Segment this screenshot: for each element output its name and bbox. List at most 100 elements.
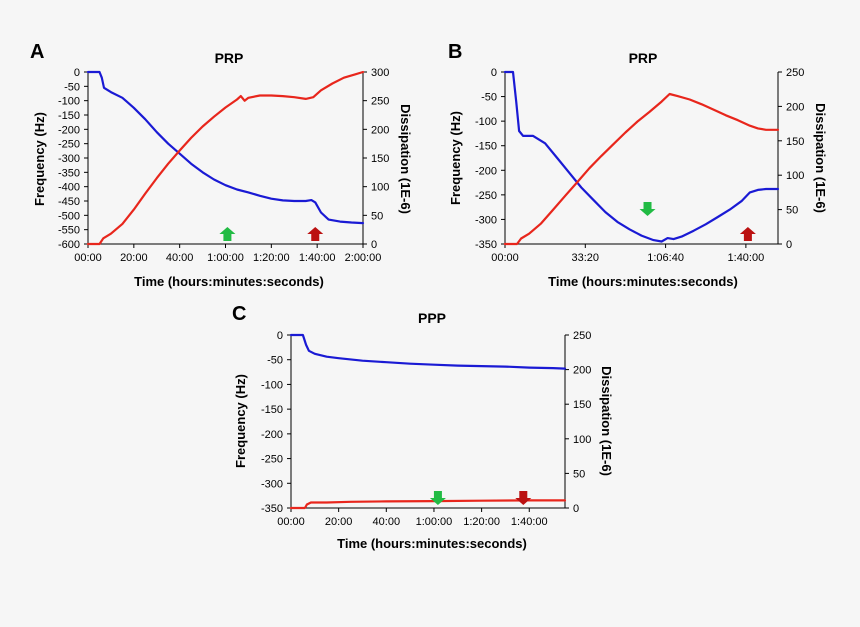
arrow-shape [739, 227, 756, 241]
y2-tick-label: 0 [786, 239, 792, 251]
plot-area: 0 -50 -100 -150 -200 -250 -300 -350 0 50 100 150 200… [261, 330, 591, 528]
x-tick-label: 1:20:00 [463, 516, 500, 528]
y-tick-label: -150 [261, 404, 283, 416]
y-tick-label: -450 [58, 196, 80, 208]
x-tick-label: 40:00 [373, 516, 401, 528]
y-tick-label: -200 [475, 165, 497, 177]
chart-title: PRP [215, 50, 244, 66]
series-line-dissipation [503, 92, 780, 246]
y2-axis-title: Dissipation (1E-6) [398, 104, 413, 214]
chart-panel-b: B PRP Time (hours:minutes:seconds) Frequ… [448, 41, 828, 289]
x-tick-label: 1:40:00 [511, 516, 548, 528]
y2-tick-label: 150 [573, 399, 591, 411]
y2-tick-label: 300 [371, 67, 389, 79]
series-line-frequency [289, 333, 567, 370]
chart-title: PPP [418, 310, 446, 326]
y-tick-label: -350 [475, 239, 497, 251]
arrow-down-icon [515, 491, 532, 505]
y2-tick-label: 150 [371, 153, 389, 165]
y2-tick-label: 150 [786, 136, 804, 148]
x-tick-label: 1:06:40 [647, 252, 684, 264]
y-tick-label: -200 [261, 429, 283, 441]
x-tick-label: 1:00:00 [207, 252, 244, 264]
y2-tick-label: 200 [573, 365, 591, 377]
x-tick-label: 2:00:00 [345, 252, 382, 264]
chart-panel-c: C PPP Time (hours:minutes:seconds) Frequ… [232, 303, 614, 551]
y-tick-label: -100 [475, 116, 497, 128]
series-line-frequency [503, 70, 780, 243]
y-tick-label: -350 [261, 503, 283, 515]
y2-tick-label: 0 [573, 503, 579, 515]
y-tick-label: 0 [74, 67, 80, 79]
x-tick-label: 00:00 [74, 252, 102, 264]
arrow-shape [307, 227, 324, 241]
y2-tick-label: 100 [786, 170, 804, 182]
x-tick-label: 00:00 [277, 516, 305, 528]
y-tick-label: -50 [481, 92, 497, 104]
y-tick-label: -550 [58, 225, 80, 237]
x-axis-title: Time (hours:minutes:seconds) [134, 274, 324, 289]
chart-panel-a: A PRP Time (hours:minutes:seconds) Frequ… [30, 41, 413, 289]
plot-area: 0 -50 -100 -150 -200 -250 -300 -350 -400 -450 -500… [58, 67, 389, 264]
arrow-shape [515, 491, 532, 505]
y-tick-label: 0 [277, 330, 283, 342]
y2-tick-label: 250 [371, 96, 389, 108]
x-tick-label: 20:00 [325, 516, 353, 528]
y-axis-title: Frequency (Hz) [233, 374, 248, 468]
panel-letter: B [448, 41, 462, 63]
y-tick-label: -300 [261, 478, 283, 490]
y-tick-label: -350 [58, 167, 80, 179]
arrow-up-icon [739, 227, 756, 241]
x-tick-label: 20:00 [120, 252, 148, 264]
x-tick-label: 1:00:00 [416, 516, 453, 528]
arrow-shape [639, 202, 656, 216]
x-tick-label: 1:20:00 [253, 252, 290, 264]
arrow-shape [429, 491, 446, 505]
y-tick-label: -300 [58, 153, 80, 165]
y-tick-label: -50 [267, 355, 283, 367]
chart-title: PRP [629, 50, 658, 66]
y2-tick-label: 100 [371, 182, 389, 194]
x-tick-label: 33:20 [572, 252, 600, 264]
arrow-up-icon [219, 227, 236, 241]
y2-axis-title: Dissipation (1E-6) [599, 366, 614, 476]
arrow-down-icon [429, 491, 446, 505]
y-axis-title: Frequency (Hz) [32, 112, 47, 206]
series-line-frequency [86, 70, 365, 225]
y2-tick-label: 250 [573, 330, 591, 342]
y-tick-label: -250 [58, 139, 80, 151]
series-line-dissipation [289, 499, 567, 510]
y-tick-label: -50 [64, 81, 80, 93]
arrow-down-icon [639, 202, 656, 216]
arrow-shape [219, 227, 236, 241]
x-tick-label: 1:40:00 [299, 252, 336, 264]
y-tick-label: -150 [475, 141, 497, 153]
y2-tick-label: 0 [371, 239, 377, 251]
panel-letter: C [232, 303, 246, 325]
y2-axis-title: Dissipation (1E-6) [813, 103, 828, 213]
y-tick-label: -300 [475, 214, 497, 226]
y-tick-label: -100 [261, 379, 283, 391]
y-tick-label: -100 [58, 96, 80, 108]
y2-tick-label: 50 [371, 210, 383, 222]
y-tick-label: -150 [58, 110, 80, 122]
plot-area: 0 -50 -100 -150 -200 -250 -300 -350 0 50 100 150 200… [475, 67, 804, 264]
y-tick-label: 0 [491, 67, 497, 79]
x-tick-label: 00:00 [491, 252, 519, 264]
x-tick-label: 1:40:00 [728, 252, 765, 264]
y-tick-label: -500 [58, 210, 80, 222]
y2-tick-label: 200 [786, 101, 804, 113]
y2-tick-label: 250 [786, 67, 804, 79]
y-tick-label: -250 [475, 190, 497, 202]
y2-tick-label: 100 [573, 434, 591, 446]
x-axis-title: Time (hours:minutes:seconds) [548, 274, 738, 289]
y-tick-label: -600 [58, 239, 80, 251]
arrow-up-icon [307, 227, 324, 241]
y-tick-label: -400 [58, 182, 80, 194]
y-axis-title: Frequency (Hz) [448, 111, 463, 205]
y-tick-label: -250 [261, 454, 283, 466]
x-axis-title: Time (hours:minutes:seconds) [337, 536, 527, 551]
y2-tick-label: 200 [371, 124, 389, 136]
y2-tick-label: 50 [786, 205, 798, 217]
